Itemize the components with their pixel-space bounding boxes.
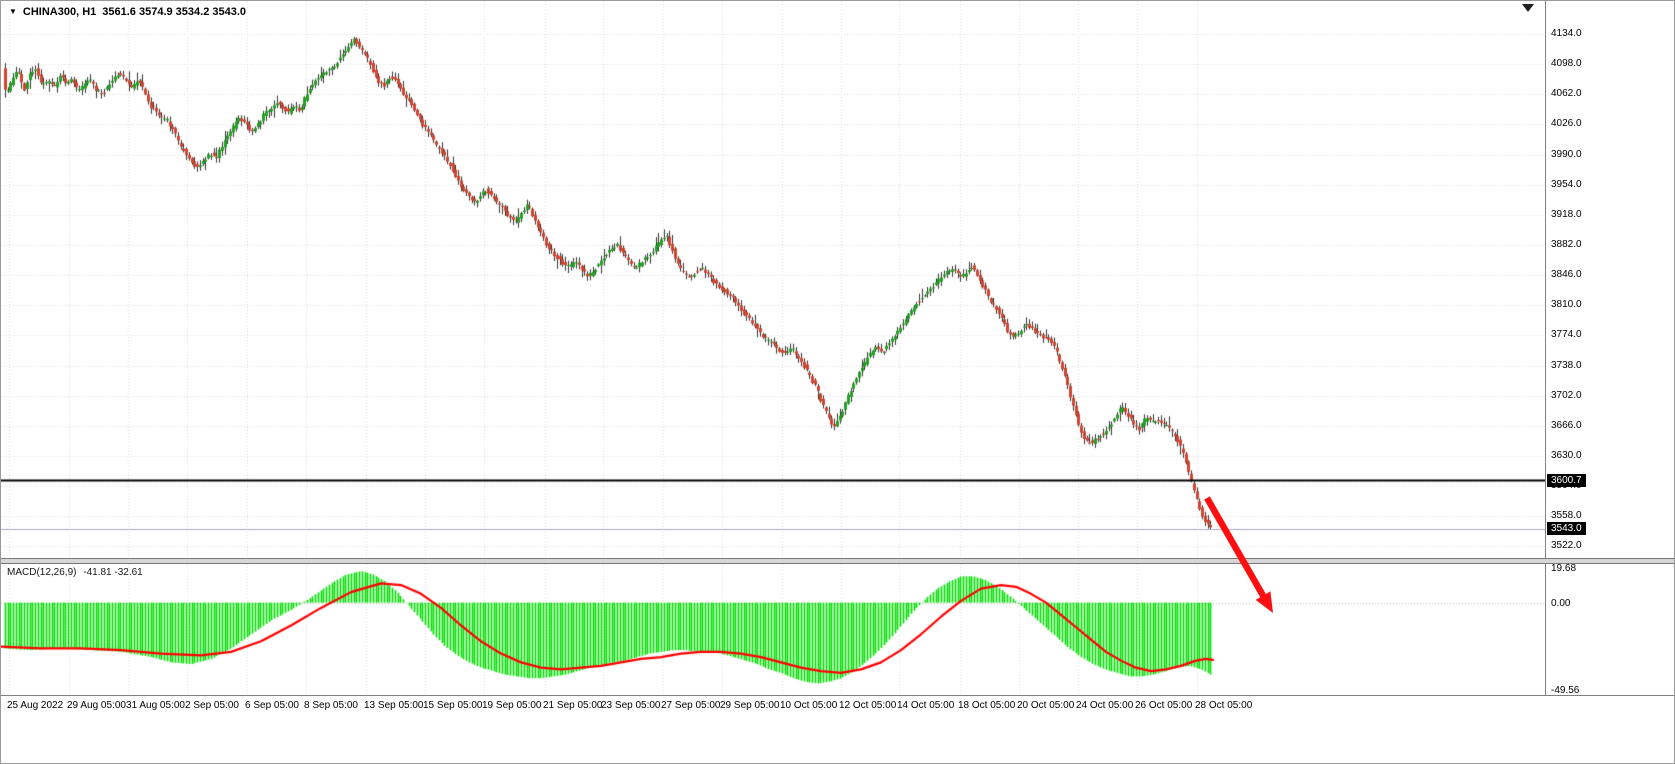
price-tick-label: 3774.0 xyxy=(1551,329,1582,341)
time-tick-label: 14 Oct 05:00 xyxy=(897,700,955,711)
time-tick-label: 24 Oct 05:00 xyxy=(1076,700,1134,711)
price-tick-label: 3882.0 xyxy=(1551,239,1582,251)
price-tick-label: 3990.0 xyxy=(1551,148,1582,160)
macd-indicator-values: -41.81 -32.61 xyxy=(83,567,143,578)
symbol-dropdown-icon[interactable]: ▼ xyxy=(9,7,17,16)
symbol-ohlc-values: 3561.6 3574.9 3534.2 3543.0 xyxy=(102,6,247,18)
time-tick-label: 29 Sep 05:00 xyxy=(720,700,780,711)
price-tick-label: 3522.0 xyxy=(1551,540,1582,552)
time-tick-label: 28 Oct 05:00 xyxy=(1195,700,1253,711)
time-tick-label: 31 Aug 05:00 xyxy=(126,700,185,711)
time-tick-label: 27 Sep 05:00 xyxy=(661,700,721,711)
symbol-title: CHINA300, H1 xyxy=(22,6,97,18)
price-tick-label: 3702.0 xyxy=(1551,389,1582,401)
time-tick-label: 25 Aug 2022 xyxy=(7,700,64,711)
macd-tick-label: 0.00 xyxy=(1551,597,1571,609)
time-axis[interactable]: 25 Aug 2022 29 Aug 05:00 31 Aug 05:00 2 Sep… xyxy=(1,695,1674,715)
time-tick-label: 6 Sep 05:00 xyxy=(245,700,299,711)
chart-shift-marker-icon[interactable] xyxy=(1522,4,1534,12)
price-tick-label: 3846.0 xyxy=(1551,269,1582,281)
time-tick-label: 15 Sep 05:00 xyxy=(423,700,483,711)
price-tick-label: 3918.0 xyxy=(1551,208,1582,220)
time-tick-label: 2 Sep 05:00 xyxy=(185,700,239,711)
time-tick-label: 18 Oct 05:00 xyxy=(958,700,1016,711)
panel-resize-divider[interactable] xyxy=(1,558,1674,564)
macd-label: MACD(12,26,9) -41.81 -32.61 xyxy=(7,567,147,578)
price-tick-label: 3558.0 xyxy=(1551,510,1582,522)
price-tick-label: 4134.0 xyxy=(1551,28,1582,40)
price-tick-label: 3666.0 xyxy=(1551,419,1582,431)
main-chart-canvas[interactable] xyxy=(1,1,1545,558)
time-tick-label: 13 Sep 05:00 xyxy=(364,700,424,711)
symbol-header: ▼ CHINA300, H1 3561.6 3574.9 3534.2 3543… xyxy=(9,6,246,18)
price-tick-label: 3630.0 xyxy=(1551,450,1582,462)
price-tag: 3600.7 xyxy=(1547,473,1586,487)
macd-tick-label: 19.68 xyxy=(1551,563,1577,575)
time-tick-label: 29 Aug 05:00 xyxy=(67,700,126,711)
price-tick-label: 4098.0 xyxy=(1551,58,1582,70)
macd-indicator-canvas[interactable] xyxy=(1,564,1545,695)
macd-indicator-name: MACD(12,26,9) xyxy=(7,567,77,578)
price-tick-label: 3954.0 xyxy=(1551,178,1582,190)
price-tick-label: 4026.0 xyxy=(1551,118,1582,130)
time-tick-label: 12 Oct 05:00 xyxy=(839,700,897,711)
time-tick-label: 23 Sep 05:00 xyxy=(601,700,661,711)
time-tick-label: 20 Oct 05:00 xyxy=(1017,700,1075,711)
time-tick-label: 8 Sep 05:00 xyxy=(304,700,358,711)
time-tick-label: 10 Oct 05:00 xyxy=(780,700,838,711)
time-tick-label: 21 Sep 05:00 xyxy=(543,700,603,711)
price-tick-label: 3738.0 xyxy=(1551,359,1582,371)
price-tick-label: 4062.0 xyxy=(1551,88,1582,100)
time-tick-label: 26 Oct 05:00 xyxy=(1135,700,1193,711)
price-tick-label: 3810.0 xyxy=(1551,299,1582,311)
time-tick-label: 19 Sep 05:00 xyxy=(482,700,542,711)
macd-tick-label: -49.56 xyxy=(1551,684,1580,696)
price-axis[interactable]: 4134.0 4098.0 4062.0 4026.0 3990.0 3954.0 3918… xyxy=(1545,1,1674,696)
price-tag: 3543.0 xyxy=(1547,521,1586,535)
